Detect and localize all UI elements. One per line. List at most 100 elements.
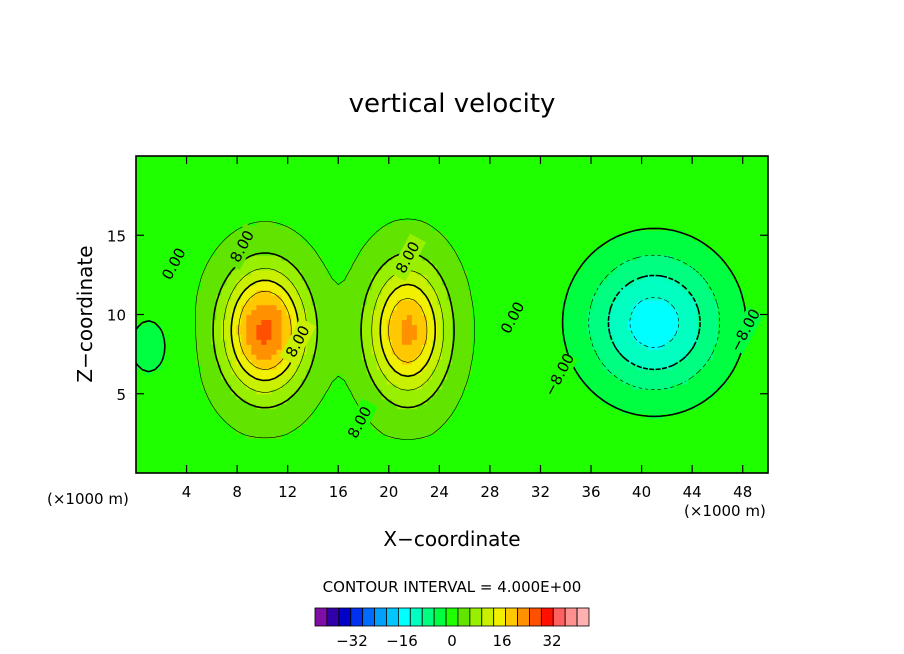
- contour-cell: [136, 383, 142, 390]
- contour-cell: [201, 354, 207, 360]
- contour-cell: [381, 294, 388, 301]
- contour-cell: [386, 368, 393, 375]
- contour-cell: [346, 458, 353, 464]
- contour-cell: [191, 274, 197, 281]
- contour-cell: [507, 289, 513, 296]
- contour-cell: [457, 423, 463, 430]
- contour-cell: [487, 170, 493, 177]
- contour-cell: [281, 180, 288, 187]
- contour-cell: [281, 418, 288, 425]
- contour-cell: [426, 309, 433, 316]
- contour-cell: [171, 383, 177, 390]
- contour-cell: [336, 339, 343, 345]
- contour-cell: [261, 463, 268, 469]
- contour-cell: [396, 413, 403, 420]
- contour-cell: [266, 349, 273, 355]
- contour-cell: [316, 418, 323, 425]
- contour-cell: [472, 378, 478, 385]
- contour-cell: [151, 190, 157, 197]
- contour-cell: [411, 289, 418, 296]
- contour-cell: [436, 428, 443, 434]
- contour-cell: [226, 240, 232, 246]
- contour-cell: [266, 230, 273, 236]
- contour-cell: [301, 388, 308, 395]
- contour-cell: [492, 383, 498, 390]
- contour-cell: [261, 344, 268, 350]
- contour-cell: [211, 373, 217, 380]
- contour-cell: [246, 383, 252, 390]
- contour-cell: [301, 458, 308, 464]
- contour-cell: [191, 359, 197, 365]
- contour-cell: [386, 349, 393, 355]
- contour-cell: [441, 413, 448, 420]
- contour-cell: [271, 383, 278, 390]
- contour-cell: [226, 413, 232, 420]
- contour-cell: [482, 269, 488, 276]
- contour-cell: [376, 373, 383, 380]
- contour-cell: [151, 156, 157, 162]
- contour-cell: [256, 255, 262, 261]
- contour-cell: [482, 463, 488, 469]
- contour-cell: [271, 230, 278, 236]
- contour-cell: [366, 235, 373, 241]
- contour-cell: [361, 180, 368, 187]
- contour-cell: [446, 160, 453, 167]
- contour-cell: [186, 403, 192, 410]
- contour-cell: [256, 240, 262, 246]
- contour-cell: [416, 160, 423, 167]
- contour-cell: [462, 274, 468, 281]
- contour-cell: [446, 284, 453, 291]
- contour-cell: [206, 195, 212, 202]
- contour-cell: [221, 220, 227, 226]
- contour-cell: [517, 274, 523, 281]
- contour-cell: [457, 279, 463, 286]
- contour-cell: [256, 309, 262, 316]
- contour-cell: [256, 344, 262, 350]
- contour-cell: [431, 364, 438, 370]
- contour-cell: [141, 309, 147, 316]
- contour-cell: [492, 170, 498, 177]
- contour-cell: [146, 245, 152, 251]
- contour-cell: [386, 359, 393, 365]
- contour-cell: [296, 373, 303, 380]
- contour-cell: [191, 428, 197, 434]
- contour-cell: [206, 319, 212, 325]
- contour-cell: [251, 334, 257, 340]
- contour-cell: [166, 324, 172, 330]
- contour-cell: [211, 185, 217, 192]
- contour-cell: [196, 205, 202, 212]
- contour-cell: [421, 299, 428, 306]
- contour-cell: [136, 304, 142, 311]
- contour-cell: [196, 170, 202, 177]
- contour-cell: [186, 334, 192, 340]
- contour-cell: [286, 156, 293, 162]
- contour-cell: [211, 448, 217, 454]
- contour-cell: [311, 210, 318, 217]
- contour-cell: [226, 299, 232, 306]
- contour-cell: [211, 260, 217, 266]
- contour-cell: [406, 284, 413, 291]
- contour-cell: [136, 448, 142, 454]
- contour-cell: [361, 339, 368, 345]
- contour-cell: [291, 230, 298, 236]
- contour-cell: [286, 433, 293, 439]
- contour-cell: [241, 165, 247, 172]
- contour-cell: [441, 398, 448, 405]
- contour-cell: [381, 175, 388, 182]
- contour-cell: [216, 200, 222, 207]
- contour-cell: [321, 220, 328, 226]
- contour-cell: [341, 354, 348, 360]
- contour-cell: [136, 274, 142, 281]
- contour-cell: [171, 284, 177, 291]
- contour-cell: [231, 195, 237, 202]
- contour-cell: [156, 205, 162, 212]
- contour-cell: [512, 170, 518, 177]
- contour-cell: [206, 354, 212, 360]
- contour-cell: [441, 289, 448, 296]
- contour-cell: [186, 359, 192, 365]
- contour-cell: [251, 453, 257, 459]
- contour-cell: [136, 403, 142, 410]
- contour-cell: [477, 448, 483, 454]
- contour-cell: [492, 240, 498, 246]
- contour-cell: [361, 294, 368, 301]
